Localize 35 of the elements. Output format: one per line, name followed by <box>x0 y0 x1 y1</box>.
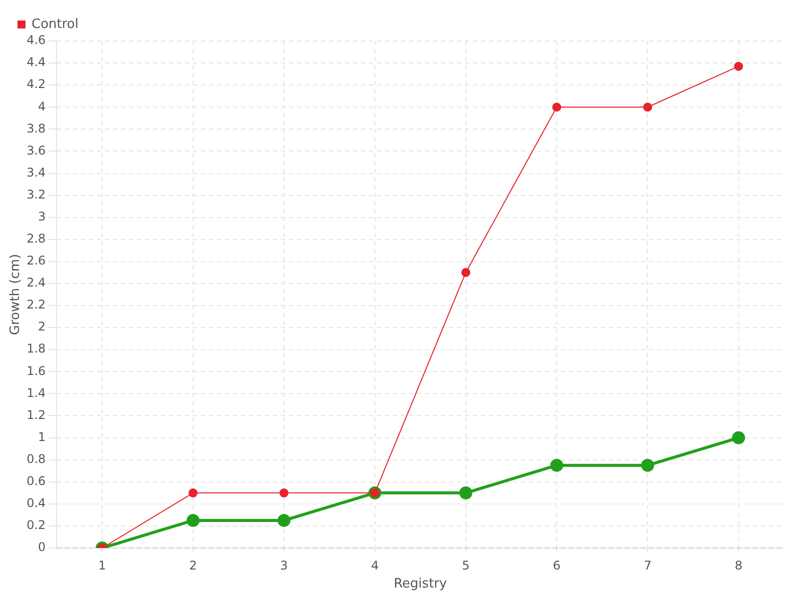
y-tick-label: 3.4 <box>26 165 46 180</box>
x-tick-label: 2 <box>189 558 197 572</box>
y-tick-label: 2.8 <box>26 232 46 246</box>
x-tick-label: 3 <box>280 558 288 572</box>
y-tick-label: 0.2 <box>26 518 46 532</box>
x-tick-label: 6 <box>552 558 561 572</box>
x-tick-label: 7 <box>644 558 652 572</box>
y-tick-label: 0.6 <box>26 474 46 488</box>
y-tick-label: 1.4 <box>26 386 46 400</box>
x-tick-label: 1 <box>98 558 106 572</box>
y-tick-label: 4 <box>38 99 46 114</box>
y-tick-label: 1.6 <box>26 364 46 378</box>
x-tick-label: 8 <box>734 558 742 572</box>
y-tick-label: 0 <box>38 540 46 554</box>
y-tick-label: 1.2 <box>26 408 46 422</box>
y-tick-label: 3.8 <box>26 121 46 136</box>
y-tick-label: 3.6 <box>26 143 46 158</box>
y-tick-label: 1 <box>38 430 46 444</box>
y-tick-label: 2 <box>38 320 46 334</box>
y-tick-label: 4.2 <box>26 77 46 92</box>
legend-label: Control <box>32 16 78 32</box>
y-tick-label: 3.2 <box>26 187 46 202</box>
y-tick-label: 3 <box>38 209 46 224</box>
y-tick-label: 0.4 <box>26 496 46 510</box>
x-tick-label: 5 <box>462 558 470 572</box>
y-tick-label: 0.8 <box>26 452 46 466</box>
x-axis-title: Registry <box>394 576 448 592</box>
y-axis-title: Growth (cm) <box>8 254 24 336</box>
y-tick-label: 2.4 <box>26 276 46 290</box>
y-tick-label: 4.4 <box>26 55 46 70</box>
x-tick-label: 4 <box>371 558 379 572</box>
y-tick-label: 2.2 <box>26 298 46 312</box>
y-tick-label: 1.8 <box>26 342 46 356</box>
y-tick-label: 2.6 <box>26 254 46 268</box>
y-tick-label: 4.6 <box>26 33 46 48</box>
